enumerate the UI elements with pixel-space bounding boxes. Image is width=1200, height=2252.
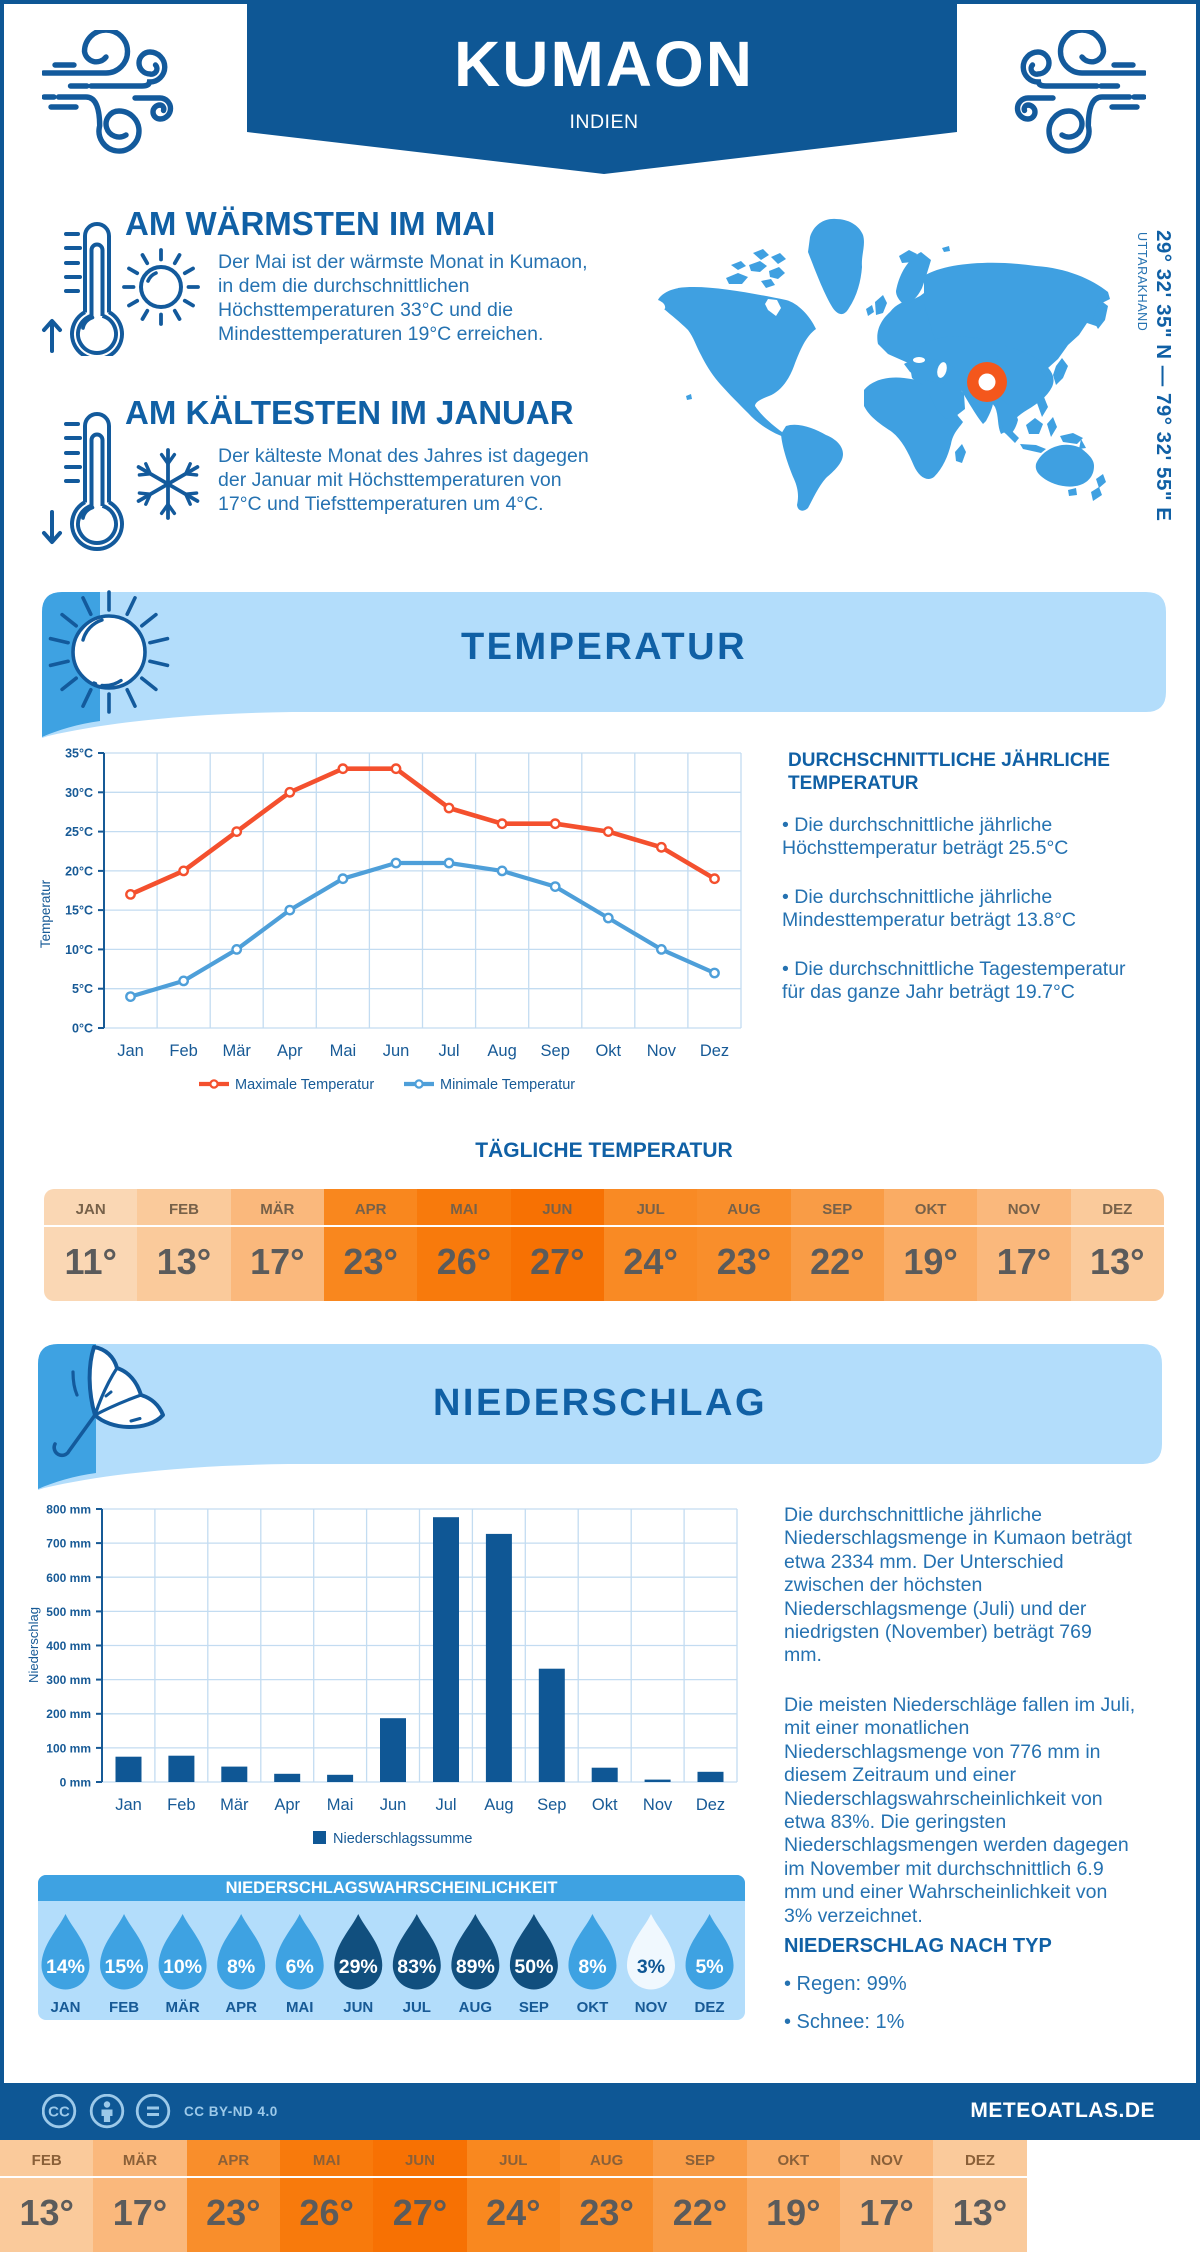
svg-text:Feb: Feb [167,1796,195,1814]
svg-text:Mai: Mai [330,1042,357,1060]
svg-text:Sep: Sep [537,1796,566,1814]
svg-text:AUG: AUG [459,1999,492,2016]
svg-text:25°C: 25°C [65,825,93,839]
svg-text:500 mm: 500 mm [46,1605,91,1619]
svg-text:SEP: SEP [519,1999,549,2016]
svg-text:30°C: 30°C [65,786,93,800]
svg-text:8%: 8% [578,1956,606,1978]
svg-text:CC: CC [48,2104,70,2121]
svg-text:JUL: JUL [403,1999,431,2016]
svg-text:Dez: Dez [700,1042,729,1060]
svg-text:Nov: Nov [643,1796,673,1814]
svg-text:29%: 29% [339,1956,378,1978]
svg-text:Maximale Temperatur: Maximale Temperatur [235,1077,374,1093]
svg-text:Mai: Mai [327,1796,354,1814]
svg-text:83%: 83% [397,1956,436,1978]
svg-text:JAN: JAN [50,1999,80,2016]
svg-text:600 mm: 600 mm [46,1571,91,1585]
svg-text:Jan: Jan [117,1042,144,1060]
svg-text:6%: 6% [286,1956,314,1978]
svg-text:3%: 3% [637,1956,665,1978]
svg-text:Niederschlagssumme: Niederschlagssumme [333,1831,472,1847]
svg-text:OKT: OKT [577,1999,609,2016]
svg-text:10%: 10% [163,1956,202,1978]
svg-text:89%: 89% [456,1956,495,1978]
svg-text:15%: 15% [105,1956,144,1978]
svg-text:35°C: 35°C [65,747,93,761]
svg-text:Temperatur: Temperatur [38,879,53,948]
svg-text:Dez: Dez [696,1796,725,1814]
svg-text:20°C: 20°C [65,864,93,878]
svg-text:Jul: Jul [435,1796,456,1814]
svg-text:5%: 5% [695,1956,723,1978]
svg-text:NOV: NOV [635,1999,668,2016]
svg-text:Nov: Nov [647,1042,677,1060]
svg-text:Aug: Aug [487,1042,516,1060]
svg-text:8%: 8% [227,1956,255,1978]
svg-text:Jul: Jul [438,1042,459,1060]
svg-text:0°C: 0°C [72,1022,93,1036]
svg-text:FEB: FEB [109,1999,139,2016]
svg-text:Minimale Temperatur: Minimale Temperatur [440,1077,575,1093]
svg-text:Jun: Jun [380,1796,407,1814]
svg-text:14%: 14% [46,1956,85,1978]
svg-text:700 mm: 700 mm [46,1537,91,1551]
svg-text:100 mm: 100 mm [46,1741,91,1755]
svg-text:10°C: 10°C [65,943,93,957]
svg-text:15°C: 15°C [65,904,93,918]
svg-text:Mär: Mär [222,1042,251,1060]
svg-text:Okt: Okt [595,1042,621,1060]
svg-text:Jun: Jun [383,1042,410,1060]
svg-text:300 mm: 300 mm [46,1673,91,1687]
svg-text:MAI: MAI [286,1999,314,2016]
svg-text:Jan: Jan [115,1796,142,1814]
svg-text:800 mm: 800 mm [46,1503,91,1517]
svg-text:Sep: Sep [541,1042,570,1060]
svg-text:JUN: JUN [343,1999,373,2016]
svg-text:Okt: Okt [592,1796,618,1814]
svg-text:Apr: Apr [277,1042,303,1060]
svg-text:MÄR: MÄR [166,1999,200,2016]
svg-text:Niederschlag: Niederschlag [26,1607,41,1683]
svg-text:Aug: Aug [484,1796,513,1814]
svg-text:5°C: 5°C [72,982,93,996]
svg-text:0 mm: 0 mm [60,1776,91,1790]
svg-text:APR: APR [225,1999,257,2016]
svg-text:Apr: Apr [274,1796,300,1814]
svg-text:400 mm: 400 mm [46,1639,91,1653]
svg-text:Mär: Mär [220,1796,249,1814]
svg-text:DEZ: DEZ [695,1999,725,2016]
svg-text:200 mm: 200 mm [46,1707,91,1721]
svg-text:Feb: Feb [169,1042,197,1060]
svg-text:50%: 50% [514,1956,553,1978]
